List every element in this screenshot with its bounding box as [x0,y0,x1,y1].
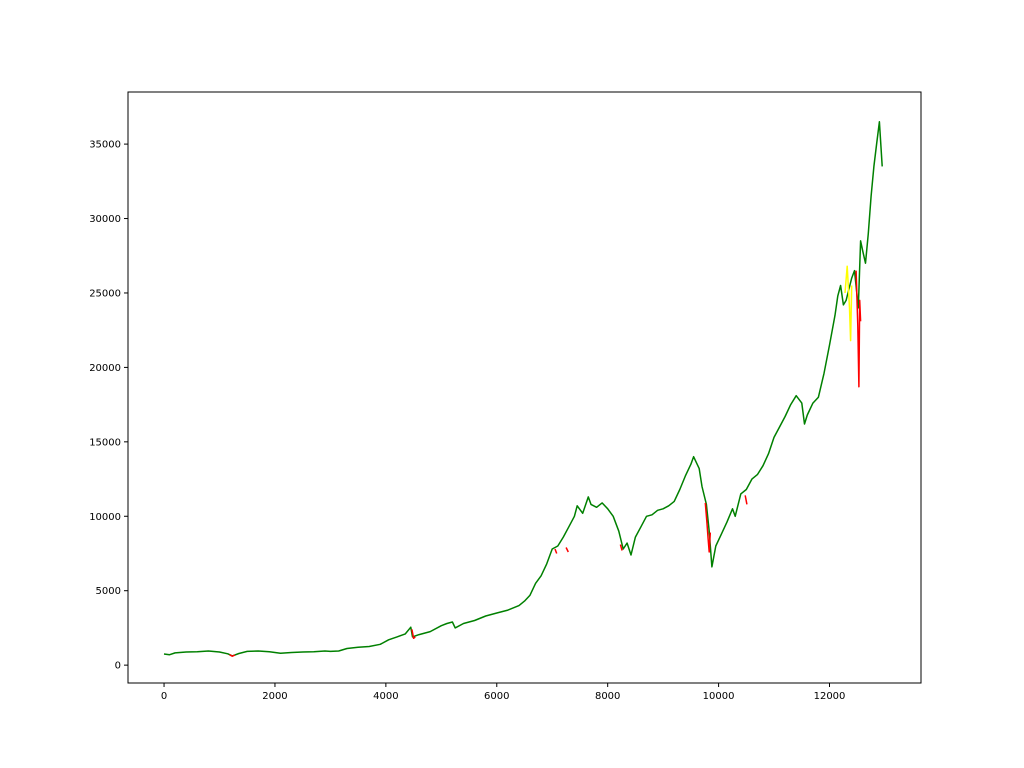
x-axis: 0 2000 4000 6000 8000 10000 12000 [161,683,846,702]
y-tick-label: 10000 [89,512,121,523]
y-tick-label: 30000 [89,214,121,225]
y-tick-label: 20000 [89,363,121,374]
series-line-8 [844,265,853,342]
series-line-9 [855,270,862,388]
series-line-2 [411,629,416,640]
x-tick-label: 12000 [814,691,846,702]
x-tick-label: 6000 [484,691,509,702]
x-tick-label: 4000 [373,691,398,702]
series-layer [163,121,883,657]
y-tick-label: 25000 [89,288,121,299]
plot-frame [127,91,922,684]
series-line-7 [744,495,748,505]
x-tick-label: 8000 [595,691,620,702]
series-line-5 [619,544,623,551]
y-tick-label: 35000 [89,140,121,151]
x-tick-label: 10000 [703,691,735,702]
series-line-3 [554,548,558,554]
y-axis: 0 5000 10000 15000 20000 25000 30000 35000 [89,140,128,672]
series-line-1 [229,654,236,657]
series-line-4 [565,547,569,553]
series-line-0 [163,121,883,657]
y-tick-label: 15000 [89,437,121,448]
x-tick-label: 2000 [262,691,287,702]
x-tick-label: 0 [161,691,167,702]
y-tick-label: 5000 [96,586,121,597]
series-line-6 [704,502,712,553]
y-tick-label: 0 [115,661,121,672]
plot-area [128,92,921,683]
